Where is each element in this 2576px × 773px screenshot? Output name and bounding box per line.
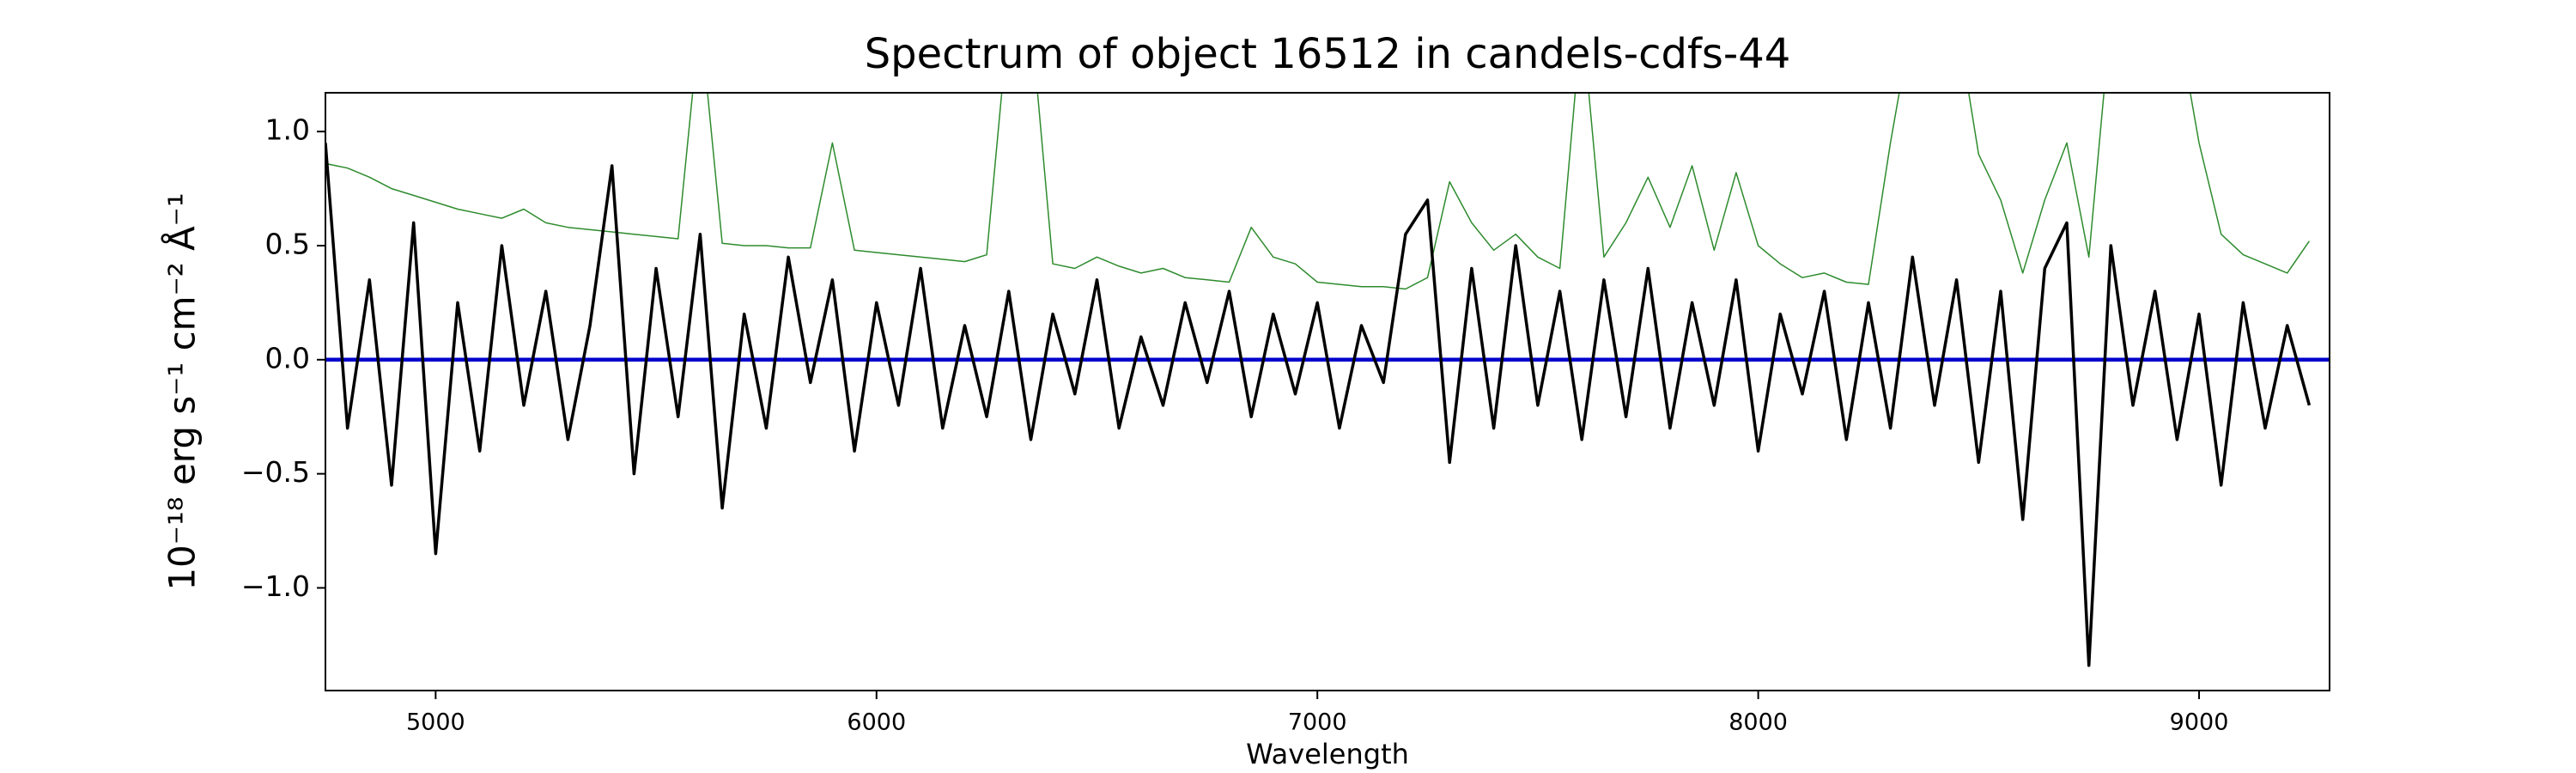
x-tick-label: 8000	[1728, 709, 1788, 736]
x-tick-label: 6000	[847, 709, 906, 736]
y-tick-label: 0.0	[265, 341, 310, 374]
plot-area	[325, 93, 2330, 667]
y-tick-label: 0.5	[265, 227, 310, 260]
x-axis-label: Wavelength	[1246, 738, 1409, 770]
spectrum-line	[325, 143, 2312, 667]
plot-frame	[325, 92, 2330, 691]
spectrum-line	[325, 93, 2311, 290]
x-tick-label: 5000	[406, 709, 465, 736]
y-tick-label: 1.0	[265, 113, 310, 147]
y-tick-label: −1.0	[241, 569, 310, 603]
chart-title: Spectrum of object 16512 in candels-cdfs…	[865, 30, 1791, 78]
y-axis-label: 10⁻¹⁸ erg s⁻¹ cm⁻² Å⁻¹	[161, 192, 204, 590]
x-tick-label: 7000	[1288, 709, 1347, 736]
x-tick-label: 9000	[2170, 709, 2229, 736]
y-tick-label: −0.5	[241, 455, 310, 489]
